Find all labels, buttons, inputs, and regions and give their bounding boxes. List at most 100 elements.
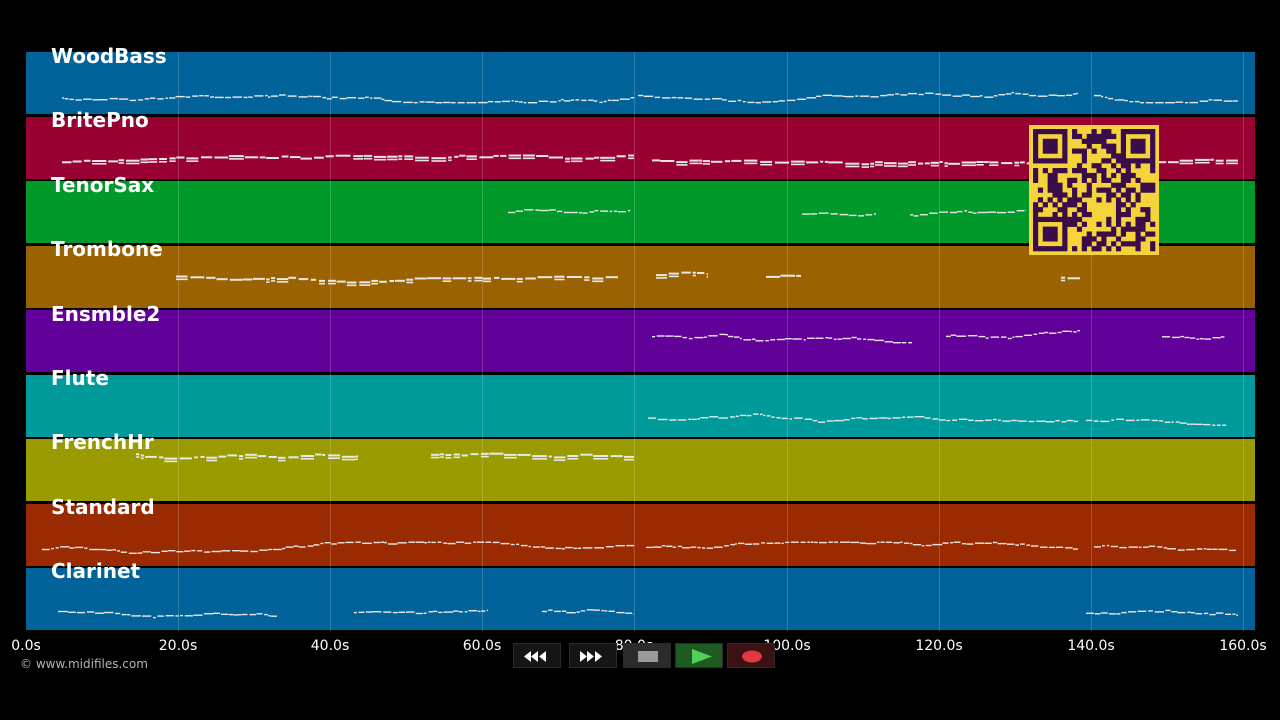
qr-module	[1091, 246, 1097, 252]
track-clarinet	[26, 568, 1255, 630]
qr-module	[1033, 177, 1039, 183]
qr-module	[1072, 216, 1078, 223]
copyright-text: © www.midifiles.com	[20, 657, 148, 671]
qr-module	[1125, 129, 1131, 135]
qr-module	[1115, 182, 1122, 188]
qr-module	[1135, 129, 1141, 135]
rewind-button[interactable]	[513, 643, 561, 668]
qr-module	[1086, 211, 1092, 218]
qr-module	[1076, 207, 1083, 213]
play-button[interactable]	[675, 643, 723, 668]
record-button[interactable]	[727, 643, 775, 668]
gridline	[634, 52, 635, 631]
qr-module	[1062, 231, 1068, 237]
qr-module	[1047, 236, 1053, 242]
qr-module	[1120, 226, 1127, 232]
qr-module	[1135, 226, 1141, 232]
qr-module	[1062, 207, 1068, 213]
qr-module	[1047, 246, 1053, 252]
gridline	[939, 52, 940, 631]
qr-module	[1115, 246, 1122, 252]
qr-module	[1111, 153, 1117, 159]
qr-module	[1150, 148, 1156, 154]
qr-module	[1057, 216, 1063, 223]
qr-module	[1047, 129, 1053, 135]
qr-module	[1076, 216, 1083, 223]
qr-module	[1135, 236, 1141, 242]
qr-module	[1042, 236, 1048, 242]
qr-module	[1033, 207, 1039, 213]
qr-module	[1130, 129, 1136, 135]
fast-forward-button[interactable]	[569, 643, 617, 668]
qr-module	[1033, 133, 1039, 140]
qr-module	[1106, 216, 1112, 223]
stop-button[interactable]	[623, 643, 671, 668]
qr-module	[1072, 133, 1078, 140]
qr-module	[1120, 129, 1127, 135]
qr-module	[1145, 207, 1151, 213]
qr-module	[1033, 172, 1039, 179]
qr-module	[1042, 231, 1048, 237]
qr-module	[1135, 158, 1141, 164]
qr-module	[1096, 163, 1102, 169]
qr-module	[1091, 138, 1097, 144]
qr-module	[1140, 236, 1146, 242]
qr-module	[1130, 148, 1136, 154]
qr-module	[1091, 177, 1097, 183]
qr-module	[1135, 138, 1141, 144]
qr-module	[1067, 177, 1073, 183]
qr-module	[1125, 163, 1131, 169]
gridline	[787, 52, 788, 631]
qr-module	[1057, 197, 1063, 203]
qr-module	[1120, 138, 1127, 144]
qr-module	[1081, 221, 1087, 227]
qr-module	[1052, 226, 1058, 232]
qr-module	[1111, 182, 1117, 188]
qr-module	[1150, 158, 1156, 164]
qr-module	[1111, 133, 1117, 140]
qr-module	[1047, 148, 1053, 154]
qr-module	[1047, 138, 1053, 144]
qr-module	[1081, 211, 1087, 218]
track-label-tenorsax: TenorSax	[51, 173, 155, 197]
qr-module	[1111, 148, 1117, 154]
qr-module	[1145, 182, 1151, 188]
qr-module	[1145, 129, 1151, 135]
qr-module	[1101, 177, 1107, 183]
qr-module	[1086, 187, 1092, 193]
qr-module	[1072, 246, 1078, 252]
qr-module	[1072, 168, 1078, 174]
qr-module	[1062, 221, 1068, 227]
track-label-clarinet: Clarinet	[51, 559, 141, 583]
qr-module	[1047, 158, 1053, 164]
qr-module	[1033, 138, 1039, 144]
qr-module	[1042, 226, 1048, 232]
qr-module	[1130, 172, 1136, 179]
qr-module	[1140, 143, 1146, 149]
qr-module	[1047, 177, 1053, 183]
qr-module	[1062, 216, 1068, 223]
qr-module	[1135, 241, 1141, 247]
qr-module	[1106, 192, 1112, 198]
qr-module	[1120, 231, 1127, 237]
qr-module	[1067, 182, 1073, 188]
qr-module	[1076, 163, 1083, 169]
qr-module	[1115, 216, 1122, 223]
qr-module	[1125, 192, 1131, 198]
qr-module	[1111, 163, 1117, 169]
qr-module	[1101, 138, 1107, 144]
qr-module	[1076, 226, 1083, 232]
qr-module	[1081, 148, 1087, 154]
qr-module	[1067, 202, 1073, 208]
qr-module	[1052, 236, 1058, 242]
qr-module	[1096, 133, 1102, 140]
qr-module	[1052, 129, 1058, 135]
qr-module	[1125, 172, 1131, 179]
qr-module	[1130, 241, 1136, 247]
qr-module	[1062, 211, 1068, 218]
qr-module	[1120, 163, 1127, 169]
qr-module	[1120, 192, 1127, 198]
qr-module	[1076, 197, 1083, 203]
qr-module	[1047, 172, 1053, 179]
qr-module	[1081, 177, 1087, 183]
